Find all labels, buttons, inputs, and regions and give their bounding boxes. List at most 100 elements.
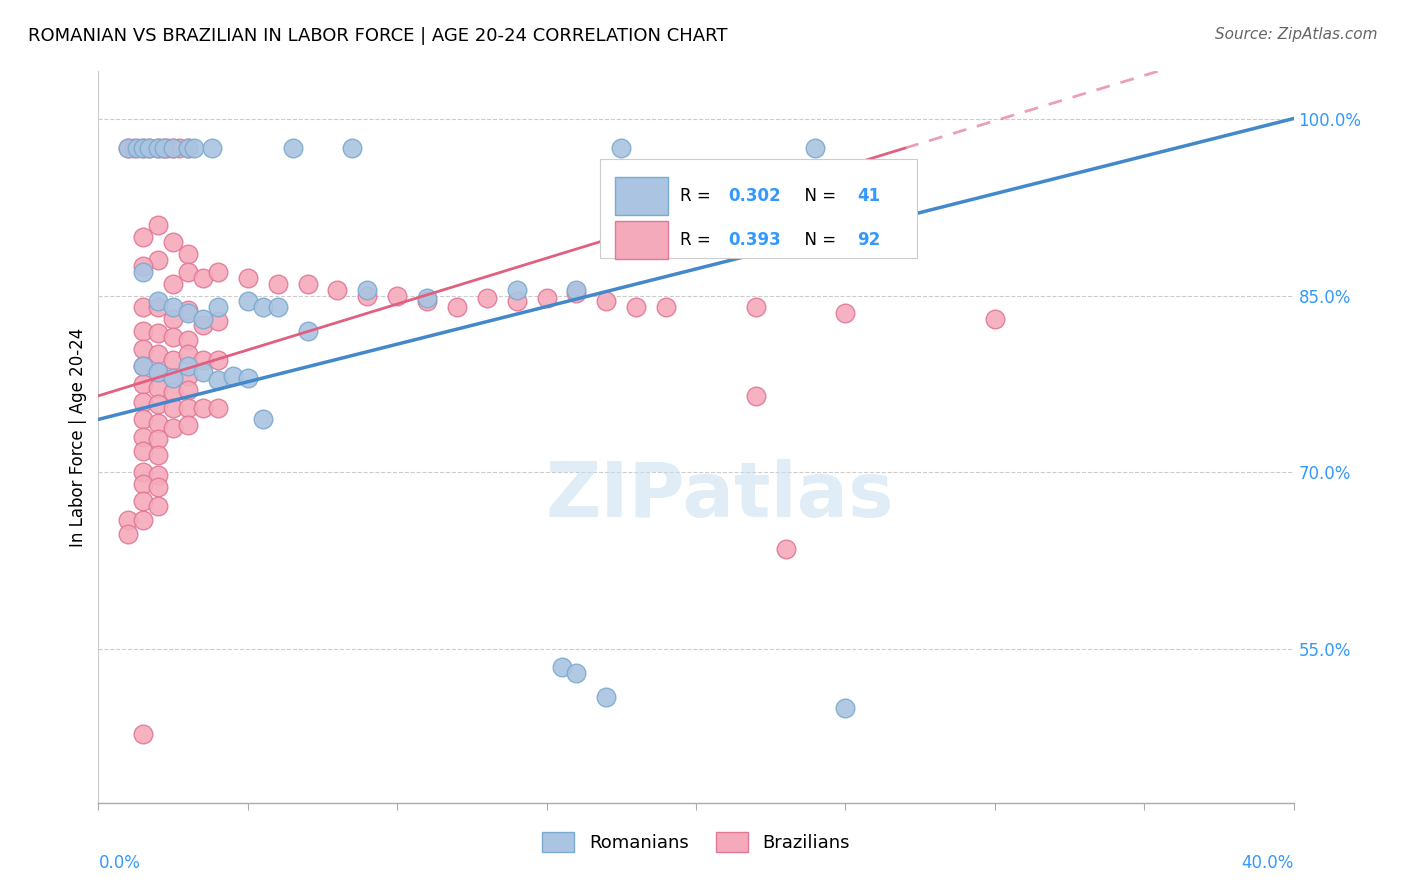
Point [183,141,205,155]
Point [222,368,245,383]
Point [595,690,617,704]
Point [565,286,588,301]
Point [342,141,364,155]
Point [132,466,155,480]
Point [124,141,146,155]
Point [132,477,155,491]
Point [132,430,155,444]
Point [201,141,224,155]
Text: 0.393: 0.393 [728,231,780,250]
Point [207,301,229,315]
Point [167,141,190,155]
Point [177,418,200,433]
Point [745,301,768,315]
Point [132,141,155,155]
Point [132,229,155,244]
Point [138,141,160,155]
Point [162,353,184,368]
Point [162,277,184,291]
Point [177,368,200,383]
Point [236,270,259,285]
Point [834,306,856,320]
Point [191,353,214,368]
Point [252,301,274,315]
Point [385,288,409,302]
Point [132,394,155,409]
Point [148,365,170,379]
Point [162,401,184,415]
Point [138,141,160,155]
Text: 0.302: 0.302 [728,187,780,205]
Point [356,283,378,297]
Point [177,359,200,374]
Point [207,374,229,388]
Point [207,314,229,328]
Point [162,141,184,155]
Point [446,301,468,315]
Text: 92: 92 [858,231,880,250]
Point [148,294,170,309]
Point [550,660,572,674]
Point [252,412,274,426]
Point [148,380,170,394]
Legend: Romanians, Brazilians: Romanians, Brazilians [534,824,858,860]
Text: N =: N = [794,231,841,250]
Point [191,401,214,415]
Y-axis label: In Labor Force | Age 20-24: In Labor Force | Age 20-24 [69,327,87,547]
Point [177,247,200,261]
Point [356,288,378,302]
Point [132,259,155,273]
Point [162,371,184,385]
Point [475,291,498,305]
Point [132,342,155,356]
Point [148,480,170,494]
Point [148,326,170,341]
Point [281,141,304,155]
Point [148,467,170,482]
Point [132,727,155,741]
Point [506,294,529,309]
Point [177,347,200,361]
Point [148,499,170,513]
Text: ROMANIAN VS BRAZILIAN IN LABOR FORCE | AGE 20-24 CORRELATION CHART: ROMANIAN VS BRAZILIAN IN LABOR FORCE | A… [28,27,728,45]
Point [162,301,184,315]
FancyBboxPatch shape [614,221,668,260]
Point [177,383,200,397]
Point [207,401,229,415]
Point [267,301,290,315]
FancyBboxPatch shape [600,159,917,258]
Point [148,253,170,268]
Point [148,448,170,462]
Point [177,401,200,415]
Point [626,301,648,315]
Point [162,235,184,250]
Point [132,444,155,458]
Point [148,347,170,361]
Point [326,283,349,297]
Point [191,365,214,379]
Point [267,277,290,291]
Point [162,312,184,326]
Point [117,513,139,527]
Point [127,141,149,155]
Point [565,283,588,297]
Point [132,265,155,279]
Text: 40.0%: 40.0% [1241,854,1294,872]
Point [536,291,558,305]
Text: R =: R = [681,231,717,250]
Point [984,312,1007,326]
Point [148,433,170,447]
Point [416,294,439,309]
Text: N =: N = [794,187,841,205]
Point [191,312,214,326]
Point [207,353,229,368]
Point [162,330,184,344]
Text: Source: ZipAtlas.com: Source: ZipAtlas.com [1215,27,1378,42]
Point [148,416,170,430]
Point [162,385,184,400]
Point [132,359,155,374]
Point [177,334,200,348]
Point [834,701,856,715]
Point [745,389,768,403]
Point [506,283,529,297]
